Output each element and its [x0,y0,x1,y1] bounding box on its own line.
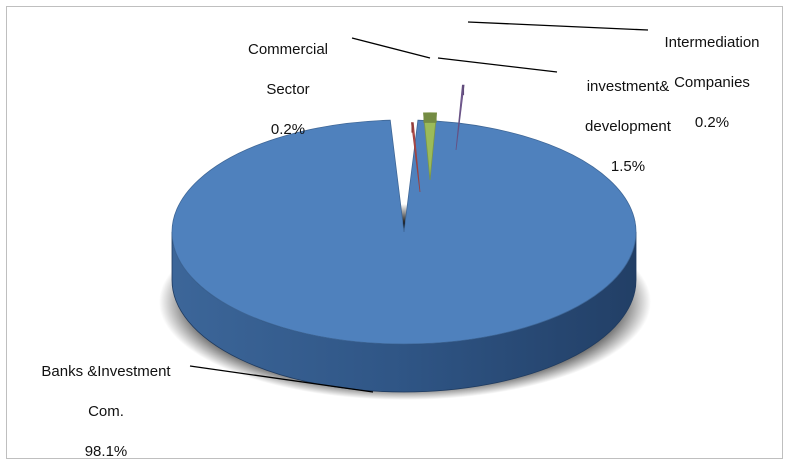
pie-slice-banks-investment-com [171,119,637,345]
label-commercial-sector-line2: Sector [266,81,310,98]
label-investment-value: 1.5% [610,158,646,175]
label-banks-line2: Com. [88,403,124,420]
label-commercial-sector-line1: Commercial [247,41,328,58]
label-intermediation-value: 0.2% [694,114,730,131]
label-intermediation-companies: Intermediation Companies 0.2% [650,13,774,133]
leader-commercial-sector [351,37,431,59]
label-banks-line1: Banks &Investment [41,363,171,380]
pie-slice-edge-intermediation-companies [462,85,465,96]
label-banks-value: 98.1% [84,443,128,460]
label-commercial-sector-value: 0.2% [270,121,306,138]
label-investment-line2: development [585,118,671,135]
pie-slice-edge-commercial-sector [411,122,414,133]
pie-slice-commercial-sector [411,122,421,193]
label-banks-investment: Banks &Investment Com. 98.1% [16,342,196,462]
pie-slices [171,84,637,393]
leader-lines [189,21,649,393]
leader-intermediation-companies [467,21,649,31]
leader-banks-investment [189,365,374,393]
pie-slice-edge-investment-development [423,112,437,123]
label-investment-development: investment& development 1.5% [558,57,698,177]
label-intermediation-line2: Companies [674,74,750,91]
leader-investment-development [437,57,558,73]
label-intermediation-line1: Intermediation [664,34,760,51]
label-commercial-sector: Commercial Sector 0.2% [238,20,338,140]
label-investment-line1: investment& [586,78,670,95]
